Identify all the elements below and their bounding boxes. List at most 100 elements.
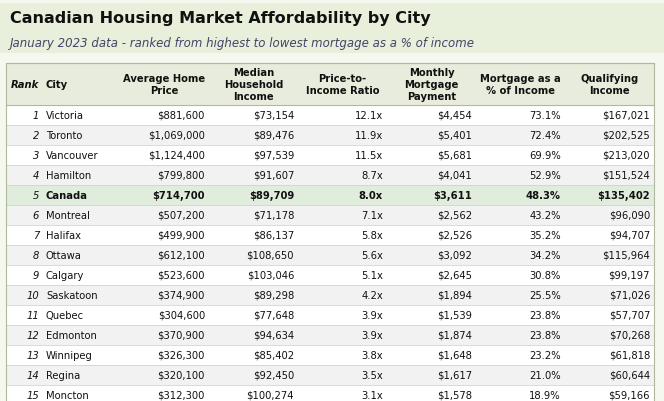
Text: $202,525: $202,525 <box>602 131 650 141</box>
Text: 8.0x: 8.0x <box>359 190 383 200</box>
Bar <box>6 146 654 166</box>
Text: Median
Household
Income: Median Household Income <box>224 68 283 101</box>
Text: 10: 10 <box>27 290 39 300</box>
Text: Mortgage as a
% of Income: Mortgage as a % of Income <box>480 74 561 95</box>
Text: 15: 15 <box>27 390 39 400</box>
Bar <box>6 305 654 325</box>
Text: $799,800: $799,800 <box>157 170 205 180</box>
Text: $70,268: $70,268 <box>609 330 650 340</box>
Bar <box>6 166 654 186</box>
Text: Monthly
Mortgage
Payment: Monthly Mortgage Payment <box>404 68 459 101</box>
Text: 3.9x: 3.9x <box>361 310 383 320</box>
Text: $85,402: $85,402 <box>253 350 294 360</box>
Text: $499,900: $499,900 <box>157 231 205 241</box>
Text: 43.2%: 43.2% <box>529 211 561 221</box>
Text: 3.5x: 3.5x <box>361 370 383 380</box>
Text: $97,539: $97,539 <box>252 151 294 160</box>
Bar <box>6 365 654 385</box>
Bar <box>6 245 654 265</box>
Text: $213,020: $213,020 <box>602 151 650 160</box>
Text: 11: 11 <box>27 310 39 320</box>
Text: 7.1x: 7.1x <box>361 211 383 221</box>
Text: $92,450: $92,450 <box>253 370 294 380</box>
Text: 1: 1 <box>33 111 39 121</box>
Text: 23.8%: 23.8% <box>529 310 561 320</box>
Text: Edmonton: Edmonton <box>46 330 97 340</box>
Text: $1,539: $1,539 <box>437 310 472 320</box>
Text: $89,709: $89,709 <box>249 190 294 200</box>
Text: 52.9%: 52.9% <box>529 170 561 180</box>
Text: $523,600: $523,600 <box>157 270 205 280</box>
Text: 4: 4 <box>33 170 39 180</box>
Text: $312,300: $312,300 <box>157 390 205 400</box>
Text: Hamilton: Hamilton <box>46 170 91 180</box>
Text: $108,650: $108,650 <box>246 250 294 260</box>
Text: $135,402: $135,402 <box>598 190 650 200</box>
Bar <box>6 186 654 205</box>
Text: $5,681: $5,681 <box>437 151 472 160</box>
Text: 14: 14 <box>27 370 39 380</box>
Text: $103,046: $103,046 <box>246 270 294 280</box>
Text: 4.2x: 4.2x <box>361 290 383 300</box>
Bar <box>6 385 654 401</box>
Bar <box>6 225 654 245</box>
Text: $99,197: $99,197 <box>608 270 650 280</box>
Text: 48.3%: 48.3% <box>526 190 561 200</box>
Text: $2,526: $2,526 <box>437 231 472 241</box>
Text: Calgary: Calgary <box>46 270 84 280</box>
Bar <box>6 64 654 106</box>
Bar <box>6 265 654 285</box>
Text: $89,476: $89,476 <box>253 131 294 141</box>
Text: $2,562: $2,562 <box>437 211 472 221</box>
Text: $326,300: $326,300 <box>157 350 205 360</box>
Text: Halifax: Halifax <box>46 231 81 241</box>
Text: $1,648: $1,648 <box>437 350 472 360</box>
Text: 2: 2 <box>33 131 39 141</box>
Text: $370,900: $370,900 <box>157 330 205 340</box>
Text: 25.5%: 25.5% <box>529 290 561 300</box>
Text: 30.8%: 30.8% <box>530 270 561 280</box>
Text: $4,041: $4,041 <box>438 170 472 180</box>
Text: $1,617: $1,617 <box>437 370 472 380</box>
Text: 18.9%: 18.9% <box>529 390 561 400</box>
Text: Ottawa: Ottawa <box>46 250 82 260</box>
Bar <box>6 106 654 126</box>
Text: 5: 5 <box>33 190 39 200</box>
Text: $507,200: $507,200 <box>157 211 205 221</box>
Bar <box>6 64 654 401</box>
Text: 35.2%: 35.2% <box>529 231 561 241</box>
Text: $86,137: $86,137 <box>253 231 294 241</box>
Text: $4,454: $4,454 <box>438 111 472 121</box>
Text: 3.8x: 3.8x <box>361 350 383 360</box>
Text: 11.5x: 11.5x <box>355 151 383 160</box>
Text: 11.9x: 11.9x <box>355 131 383 141</box>
Bar <box>6 285 654 305</box>
Text: Winnipeg: Winnipeg <box>46 350 93 360</box>
Text: Saskatoon: Saskatoon <box>46 290 98 300</box>
Text: $96,090: $96,090 <box>609 211 650 221</box>
Text: $73,154: $73,154 <box>253 111 294 121</box>
Text: $71,178: $71,178 <box>252 211 294 221</box>
Text: $320,100: $320,100 <box>157 370 205 380</box>
Text: Quebec: Quebec <box>46 310 84 320</box>
Text: $94,707: $94,707 <box>609 231 650 241</box>
Text: $304,600: $304,600 <box>158 310 205 320</box>
Text: Price-to-
Income Ratio: Price-to- Income Ratio <box>305 74 379 95</box>
Text: Montreal: Montreal <box>46 211 90 221</box>
Text: $89,298: $89,298 <box>253 290 294 300</box>
Text: $94,634: $94,634 <box>253 330 294 340</box>
Text: 12.1x: 12.1x <box>355 111 383 121</box>
Text: $1,124,400: $1,124,400 <box>148 151 205 160</box>
Text: 5.6x: 5.6x <box>361 250 383 260</box>
Text: January 2023 data - ranked from highest to lowest mortgage as a % of income: January 2023 data - ranked from highest … <box>10 36 475 49</box>
Text: $1,874: $1,874 <box>437 330 472 340</box>
Text: 34.2%: 34.2% <box>529 250 561 260</box>
Text: $57,707: $57,707 <box>609 310 650 320</box>
Bar <box>6 345 654 365</box>
Text: $167,021: $167,021 <box>602 111 650 121</box>
Text: $3,611: $3,611 <box>433 190 472 200</box>
Text: $61,818: $61,818 <box>609 350 650 360</box>
Text: $59,166: $59,166 <box>608 390 650 400</box>
Text: 3.9x: 3.9x <box>361 330 383 340</box>
Text: 9: 9 <box>33 270 39 280</box>
